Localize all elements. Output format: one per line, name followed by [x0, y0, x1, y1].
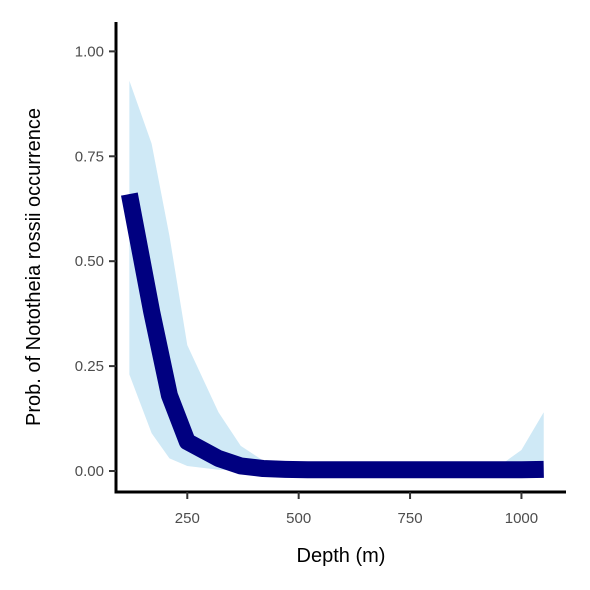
y-tick-label: 0.50: [75, 253, 104, 270]
x-tick-label: 500: [286, 510, 311, 527]
y-tick-label: 0.75: [75, 148, 104, 165]
y-tick-label: 0.25: [75, 358, 104, 375]
y-axis-title: Prob. of Nototheia rossii occurrence: [23, 108, 45, 426]
x-ticks: 250 500 750 1000: [175, 492, 538, 527]
y-tick-label: 1.00: [75, 43, 104, 60]
confidence-band: [129, 80, 544, 472]
x-axis-title: Depth (m): [297, 545, 386, 567]
x-tick-label: 1000: [505, 510, 538, 527]
y-tick-label: 0.00: [75, 463, 104, 480]
x-tick-label: 250: [175, 510, 200, 527]
x-tick-label: 750: [398, 510, 423, 527]
y-ticks: 0.00 0.25 0.50 0.75 1.00: [75, 43, 116, 480]
plot-area: [121, 80, 544, 479]
probability-line: [121, 192, 544, 479]
